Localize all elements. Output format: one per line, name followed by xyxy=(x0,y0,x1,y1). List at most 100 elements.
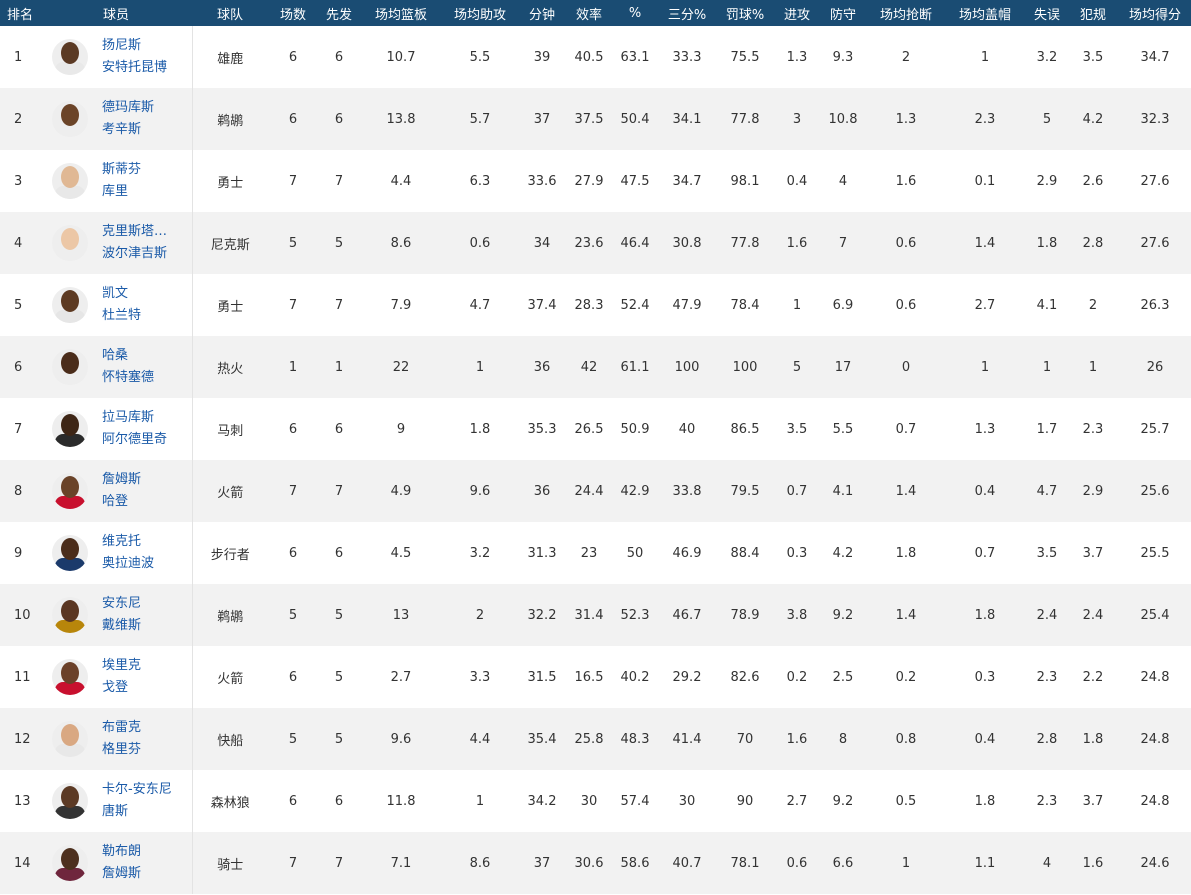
player-last-name-link[interactable]: 格里芬 xyxy=(102,742,142,757)
player-last-name-link[interactable]: 怀特塞德 xyxy=(102,370,155,385)
column-header-offensive-rebounds[interactable]: 进攻 xyxy=(783,7,810,23)
stat-cell-gp: 6 xyxy=(288,111,298,127)
column-header-blocks[interactable]: 场均盖帽 xyxy=(958,7,1011,23)
stat-cell-ft: 77.8 xyxy=(730,111,760,127)
column-header-assists[interactable]: 场均助攻 xyxy=(453,7,506,23)
stat-cell-blk: 1 xyxy=(980,359,990,375)
stat-cell-ast: 3.3 xyxy=(469,669,491,685)
rank-cell: 5 xyxy=(14,297,23,313)
stat-cell-tov: 1.7 xyxy=(1036,421,1058,437)
stat-cell-min: 36 xyxy=(533,483,551,499)
stat-cell-ast: 9.6 xyxy=(469,483,491,499)
stat-cell-blk: 0.7 xyxy=(974,545,996,561)
stat-cell-reb: 7.9 xyxy=(390,297,412,313)
player-last-name-link[interactable]: 奥拉迪波 xyxy=(102,556,155,571)
player-first-name-link[interactable]: 卡尔-安东尼 xyxy=(102,782,172,797)
stat-cell-eff: 16.5 xyxy=(574,669,604,685)
player-last-name-link[interactable]: 库里 xyxy=(102,184,129,199)
player-last-name-link[interactable]: 戴维斯 xyxy=(102,618,142,633)
player-last-name-link[interactable]: 詹姆斯 xyxy=(102,866,142,881)
team-cell: 森林狼 xyxy=(210,795,250,811)
player-last-name-link[interactable]: 阿尔德里奇 xyxy=(102,432,168,447)
column-header-field-goal-pct[interactable]: % xyxy=(628,5,642,21)
stat-cell-eff: 42 xyxy=(580,359,598,375)
column-header-points[interactable]: 场均得分 xyxy=(1128,7,1181,23)
stat-cell-blk: 1.8 xyxy=(974,607,996,623)
player-first-name-link[interactable]: 克里斯塔… xyxy=(102,224,168,239)
stat-cell-blk: 0.4 xyxy=(974,483,996,499)
stat-cell-reb: 11.8 xyxy=(386,793,416,809)
player-first-name-link[interactable]: 拉马库斯 xyxy=(102,410,155,425)
player-first-name-link[interactable]: 埃里克 xyxy=(102,658,142,673)
stat-cell-tp: 100 xyxy=(674,359,700,375)
player-first-name-link[interactable]: 勒布朗 xyxy=(102,844,142,859)
column-header-steals[interactable]: 场均抢断 xyxy=(879,7,932,23)
column-header-fouls[interactable]: 犯规 xyxy=(1079,7,1106,23)
player-last-name-link[interactable]: 哈登 xyxy=(102,494,129,509)
player-avatar[interactable] xyxy=(52,783,88,819)
player-avatar[interactable] xyxy=(52,597,88,633)
player-first-name-link[interactable]: 布雷克 xyxy=(102,720,142,735)
player-avatar[interactable] xyxy=(52,225,88,261)
team-cell: 尼克斯 xyxy=(210,237,250,253)
player-cell: 安东尼 戴维斯 xyxy=(40,584,193,646)
player-first-name-link[interactable]: 维克托 xyxy=(102,534,142,549)
column-header-defensive-rebounds[interactable]: 防守 xyxy=(829,7,856,23)
player-first-name-link[interactable]: 德玛库斯 xyxy=(102,100,155,115)
player-avatar[interactable] xyxy=(52,411,88,447)
player-cell: 维克托 奥拉迪波 xyxy=(40,522,193,584)
stat-cell-dreb: 6.6 xyxy=(832,855,854,871)
player-avatar[interactable] xyxy=(52,39,88,75)
player-last-name-link[interactable]: 戈登 xyxy=(102,680,129,695)
player-avatar[interactable] xyxy=(52,163,88,199)
player-avatar[interactable] xyxy=(52,287,88,323)
rank-cell: 9 xyxy=(14,545,23,561)
column-header-player[interactable]: 球员 xyxy=(102,7,129,23)
player-first-name-link[interactable]: 哈桑 xyxy=(102,348,129,363)
column-header-three-point-pct[interactable]: 三分% xyxy=(667,7,707,23)
table-row: 7 拉马库斯 阿尔德里奇 马刺 6 6 9 1.8 35.3 26.5 50.9 40 86.5 3.5 5… xyxy=(0,398,1191,460)
column-header-games-played[interactable]: 场数 xyxy=(279,7,306,23)
player-first-name-link[interactable]: 安东尼 xyxy=(102,596,142,611)
column-header-rebounds[interactable]: 场均篮板 xyxy=(374,7,427,23)
player-last-name-link[interactable]: 安特托昆博 xyxy=(102,60,168,75)
player-first-name-link[interactable]: 詹姆斯 xyxy=(102,472,142,487)
player-last-name-link[interactable]: 考辛斯 xyxy=(102,122,142,137)
team-cell: 骑士 xyxy=(217,857,244,873)
player-avatar[interactable] xyxy=(52,349,88,385)
player-avatar[interactable] xyxy=(52,721,88,757)
stat-cell-oreb: 1.6 xyxy=(786,731,808,747)
player-last-name-link[interactable]: 唐斯 xyxy=(102,804,129,819)
player-avatar[interactable] xyxy=(52,845,88,881)
player-last-name-link[interactable]: 波尔津吉斯 xyxy=(102,246,168,261)
player-first-name-link[interactable]: 斯蒂芬 xyxy=(102,162,142,177)
player-avatar[interactable] xyxy=(52,473,88,509)
stat-cell-stl: 1.8 xyxy=(895,545,917,561)
rank-cell: 10 xyxy=(14,607,31,623)
player-avatar[interactable] xyxy=(52,535,88,571)
team-cell: 热火 xyxy=(217,361,244,377)
player-first-name-link[interactable]: 凯文 xyxy=(102,286,129,301)
player-avatar[interactable] xyxy=(52,659,88,695)
stat-cell-eff: 24.4 xyxy=(574,483,604,499)
stat-cell-dreb: 9.3 xyxy=(832,49,854,65)
column-header-free-throw-pct[interactable]: 罚球% xyxy=(725,7,765,23)
player-last-name-link[interactable]: 杜兰特 xyxy=(102,308,142,323)
stat-cell-ft: 82.6 xyxy=(730,669,760,685)
column-header-team[interactable]: 球队 xyxy=(216,7,243,23)
stat-cell-dreb: 2.5 xyxy=(832,669,854,685)
column-header-efficiency[interactable]: 效率 xyxy=(575,7,602,23)
table-row: 12 布雷克 格里芬 快船 5 5 9.6 4.4 35.4 25.8 48.3 41.4 70 1.6 8… xyxy=(0,708,1191,770)
column-header-games-started[interactable]: 先发 xyxy=(325,7,352,23)
stat-cell-reb: 9.6 xyxy=(390,731,412,747)
table-row: 2 德玛库斯 考辛斯 鹈鹕 6 6 13.8 5.7 37 37.5 50.4 34.1 77.8 3 10… xyxy=(0,88,1191,150)
team-cell: 鹈鹕 xyxy=(217,609,244,625)
column-header-rank[interactable]: 排名 xyxy=(6,7,33,23)
player-avatar[interactable] xyxy=(52,101,88,137)
player-first-name-link[interactable]: 扬尼斯 xyxy=(102,38,142,53)
stat-cell-blk: 1.8 xyxy=(974,793,996,809)
column-header-turnovers[interactable]: 失误 xyxy=(1033,7,1060,23)
column-header-minutes[interactable]: 分钟 xyxy=(528,7,555,23)
stat-cell-ast: 1.8 xyxy=(469,421,491,437)
